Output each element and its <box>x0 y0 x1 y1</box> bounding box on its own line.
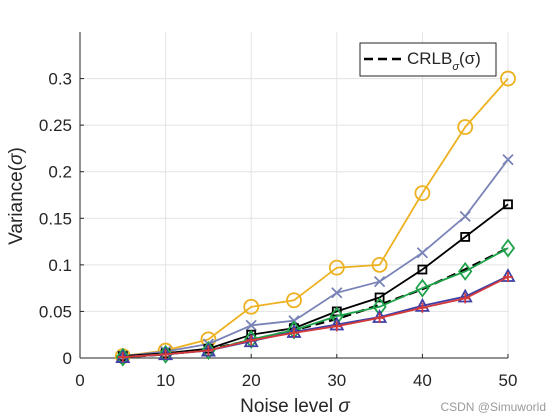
legend: CRLBσ(σ) <box>359 42 497 77</box>
x-tick-label: 0 <box>75 371 84 390</box>
plus-marker <box>503 271 513 282</box>
y-tick-label: 0.1 <box>48 256 72 275</box>
circle-marker <box>371 256 388 273</box>
plus-marker <box>246 335 257 346</box>
axes: 0 10 20 30 40 50 0 0.05 0.1 0.15 0.2 0.25 0.3 <box>39 32 518 390</box>
diamond-marker <box>244 329 259 349</box>
x-marker <box>373 275 386 288</box>
plus-marker <box>331 321 342 332</box>
y-tick-label: 0 <box>63 349 72 368</box>
y-tick-label: 0.05 <box>39 302 72 321</box>
circle-marker <box>243 298 260 315</box>
x-marker <box>502 153 514 166</box>
square-marker <box>374 292 385 303</box>
plus-marker <box>289 327 299 338</box>
square-marker <box>503 199 513 210</box>
series-circle-series <box>114 70 516 365</box>
x-axis-label: Noise level σ <box>240 396 351 417</box>
y-axis-label: Variance(σ) <box>6 147 27 245</box>
x-tick-label: 30 <box>327 371 346 390</box>
circle-marker <box>328 259 345 276</box>
series-plus-series <box>117 271 513 363</box>
plus-marker <box>160 349 171 360</box>
diamond-marker <box>458 261 473 281</box>
legend-label-crlb: CRLBσ(σ) <box>407 49 481 73</box>
x-marker <box>416 247 429 259</box>
diamond-marker <box>286 320 302 340</box>
x-tick-label: 10 <box>156 371 175 390</box>
plus-marker <box>374 312 385 323</box>
series-line <box>122 78 509 357</box>
plus-marker <box>417 302 428 313</box>
diamond-marker <box>158 344 173 364</box>
plot-area <box>114 70 516 367</box>
circle-marker <box>414 185 431 202</box>
series-line <box>122 276 509 358</box>
diamond-marker <box>201 341 216 361</box>
square-marker <box>460 232 471 242</box>
y-tick-label: 0.15 <box>39 209 72 228</box>
plus-marker <box>117 352 128 363</box>
x-marker <box>245 319 257 332</box>
circle-marker <box>286 292 302 309</box>
y-tick-label: 0.3 <box>48 70 72 89</box>
series-line <box>122 159 509 357</box>
x-marker <box>459 210 471 223</box>
watermark: CSDN @Simuworld <box>440 400 546 414</box>
x-marker <box>331 287 343 299</box>
y-tick-label: 0.2 <box>48 163 72 182</box>
x-tick-label: 40 <box>413 371 432 390</box>
circle-marker <box>457 119 474 135</box>
y-tick-label: 0.25 <box>39 116 72 135</box>
square-marker <box>417 264 428 275</box>
plus-marker <box>460 293 471 304</box>
diamond-marker <box>115 347 130 367</box>
x-tick-label: 50 <box>499 371 518 390</box>
diamond-marker <box>415 278 430 298</box>
x-tick-label: 20 <box>242 371 261 390</box>
plus-marker <box>203 345 214 356</box>
diamond-marker <box>500 238 516 258</box>
circle-marker <box>500 70 516 87</box>
